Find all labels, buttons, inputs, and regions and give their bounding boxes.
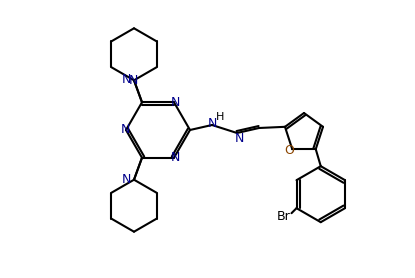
Text: N: N xyxy=(170,151,180,164)
Text: N: N xyxy=(120,123,130,135)
Text: N: N xyxy=(121,173,131,186)
Text: H: H xyxy=(216,112,224,122)
Text: N: N xyxy=(208,116,217,130)
Text: N: N xyxy=(170,96,180,109)
Text: O: O xyxy=(284,144,294,157)
Text: N: N xyxy=(128,74,138,87)
Text: N: N xyxy=(234,131,244,145)
Text: N: N xyxy=(121,73,131,86)
Text: Br: Br xyxy=(277,210,290,223)
